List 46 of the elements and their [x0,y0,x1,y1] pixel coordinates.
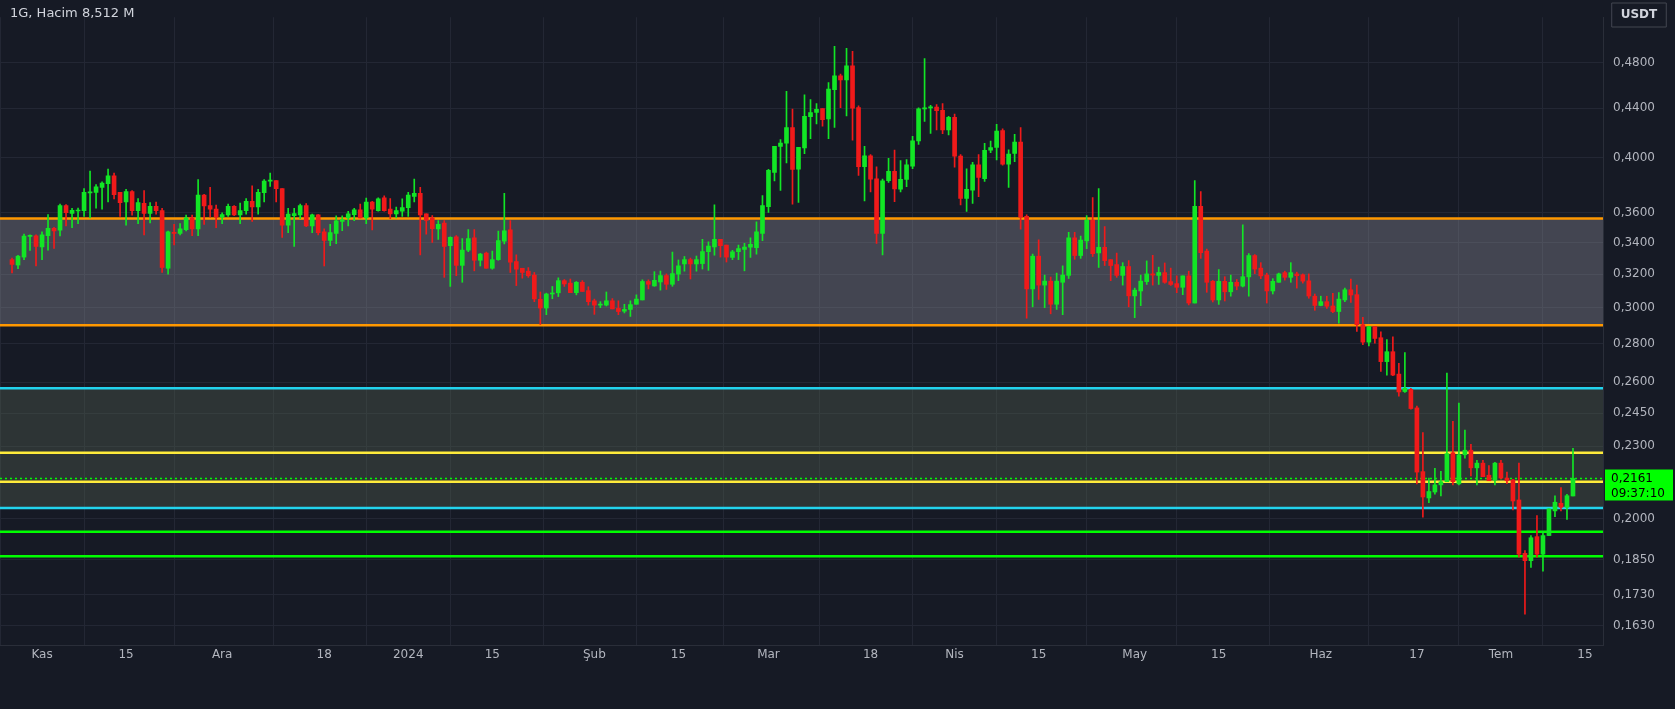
candlestick [1156,266,1162,285]
x-tick-label: 15 [1031,647,1047,662]
y-tick-label: 0,1630 [1613,617,1655,632]
y-tick-label: 0,2800 [1613,335,1655,350]
text: 09:37:10 [1611,485,1665,500]
x-tick-label: May [1122,647,1148,662]
y-tick-label: 0,1730 [1613,586,1655,601]
x-tick-label: Kas [31,647,53,662]
x-tick-label: Mar [757,647,780,662]
x-tick-label: Nis [945,647,964,662]
candlestick [1096,188,1102,268]
x-tick-label: 18 [316,647,332,662]
x-tick-label: 15 [118,647,134,662]
y-tick-label: 0,4000 [1613,149,1655,164]
candlestick [369,200,375,231]
y-tick-label: 0,3600 [1613,204,1655,219]
x-tick-label: 15 [1577,647,1593,662]
candlestick [435,220,441,240]
y-tick-label: 0,3200 [1613,266,1655,281]
y-tick-label: 0,2000 [1613,511,1655,526]
y-tick-label: 0,4400 [1613,100,1655,115]
x-tick-label: 2024 [392,647,424,662]
candlestick [99,181,105,210]
candlestick [1558,487,1564,512]
y-tick-label: 0,4800 [1613,55,1655,70]
x-tick-label: 17 [1409,647,1425,662]
y-tick-label: 0,2300 [1613,438,1655,453]
candlestick [27,234,33,251]
x-tick-label: 15 [1211,647,1227,662]
x-tick-label: Haz [1309,647,1333,662]
y-tick-label: 0,3400 [1613,234,1655,249]
y-tick-label: 0,2600 [1613,374,1655,389]
x-tick-label: Ara [211,647,233,662]
chart-title: 1G, Hacim 8,512 M [10,5,135,21]
x-tick-label: 15 [670,647,687,662]
y-tick-label: 0,1850 [1613,551,1655,566]
candlestick [171,224,177,246]
y-tick-label: 0,2450 [1613,405,1655,420]
ref-line-label: 0,2161 [1611,470,1653,485]
candlestick [447,236,453,287]
x-tick-label: Tem [1487,647,1514,662]
x-tick-label: 15 [484,647,500,662]
x-tick-label: 18 [862,647,879,662]
x-tick-label: Şub [582,647,606,662]
y-axis-title: USDT [1620,7,1659,22]
y-tick-label: 0,3000 [1613,299,1655,314]
